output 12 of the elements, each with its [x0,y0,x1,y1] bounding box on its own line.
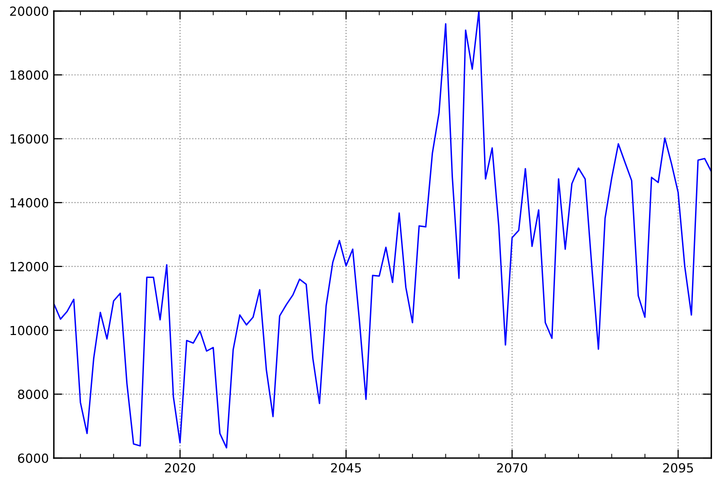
x-tick-label: 2070 [497,463,528,473]
x-tick-label: 2095 [663,463,693,473]
y-tick-label: 10000 [10,326,48,336]
y-tick-label: 12000 [10,262,48,272]
x-tick-label: 2045 [331,463,361,473]
x-tick-label: 2020 [165,463,196,473]
y-tick-label: 16000 [10,134,48,144]
y-tick-label: 8000 [18,390,48,400]
y-tick-label: 20000 [10,6,48,16]
y-tick-label: 18000 [10,70,48,80]
y-tick-label: 14000 [10,198,48,208]
y-tick-label: 6000 [18,453,48,463]
